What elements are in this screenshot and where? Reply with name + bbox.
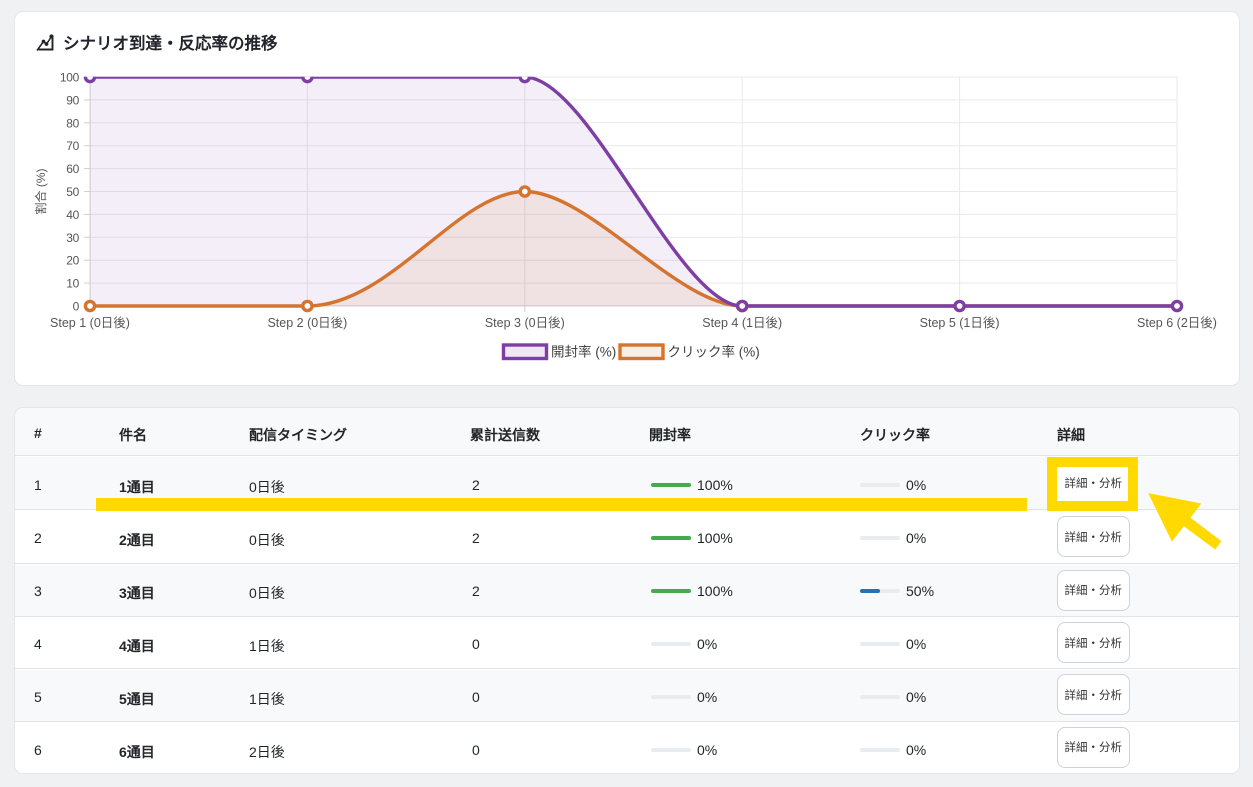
- svg-text:Step 1 (0日後): Step 1 (0日後): [50, 316, 130, 330]
- svg-text:開封率 (%): 開封率 (%): [551, 344, 616, 360]
- svg-text:50: 50: [66, 185, 79, 199]
- svg-text:90: 90: [66, 93, 79, 107]
- svg-text:20: 20: [66, 254, 79, 268]
- svg-text:Step 4 (1日後): Step 4 (1日後): [702, 316, 782, 330]
- svg-text:10: 10: [66, 277, 79, 291]
- svg-text:Step 5 (1日後): Step 5 (1日後): [920, 316, 1000, 330]
- svg-text:Step 6 (2日後): Step 6 (2日後): [1137, 316, 1217, 330]
- svg-text:Step 2 (0日後): Step 2 (0日後): [267, 316, 347, 330]
- svg-text:Step 3 (0日後): Step 3 (0日後): [485, 316, 565, 330]
- svg-text:80: 80: [66, 116, 79, 130]
- svg-text:シナリオ到達・反応率の推移: シナリオ到達・反応率の推移: [63, 33, 278, 53]
- svg-text:100: 100: [60, 71, 80, 85]
- svg-text:40: 40: [66, 208, 79, 222]
- svg-text:割合 (%): 割合 (%): [33, 168, 48, 214]
- svg-text:60: 60: [66, 162, 79, 176]
- svg-text:70: 70: [66, 139, 79, 153]
- svg-text:0: 0: [73, 300, 80, 314]
- svg-text:30: 30: [66, 231, 79, 245]
- svg-text:クリック率 (%): クリック率 (%): [668, 344, 760, 360]
